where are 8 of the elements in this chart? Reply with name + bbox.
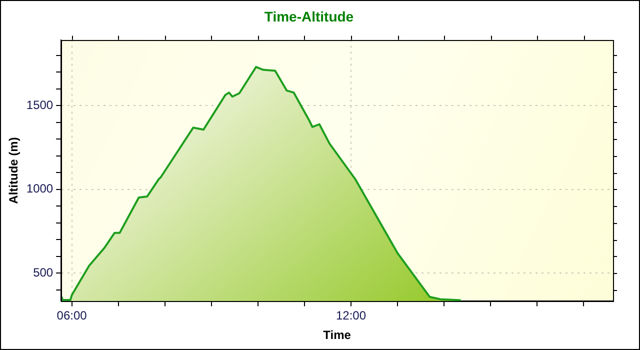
chart-title: Time-Altitude (264, 8, 354, 24)
y-tick-label: 1000 (26, 182, 54, 196)
y-tick-label: 1500 (26, 98, 54, 112)
y-axis-title: Altitude (m) (6, 137, 21, 204)
x-axis-title: Time (323, 328, 352, 342)
y-tick-label: 500 (33, 266, 54, 280)
x-tick-label: 06:00 (56, 308, 88, 323)
x-tick-label: 12:00 (336, 308, 366, 323)
